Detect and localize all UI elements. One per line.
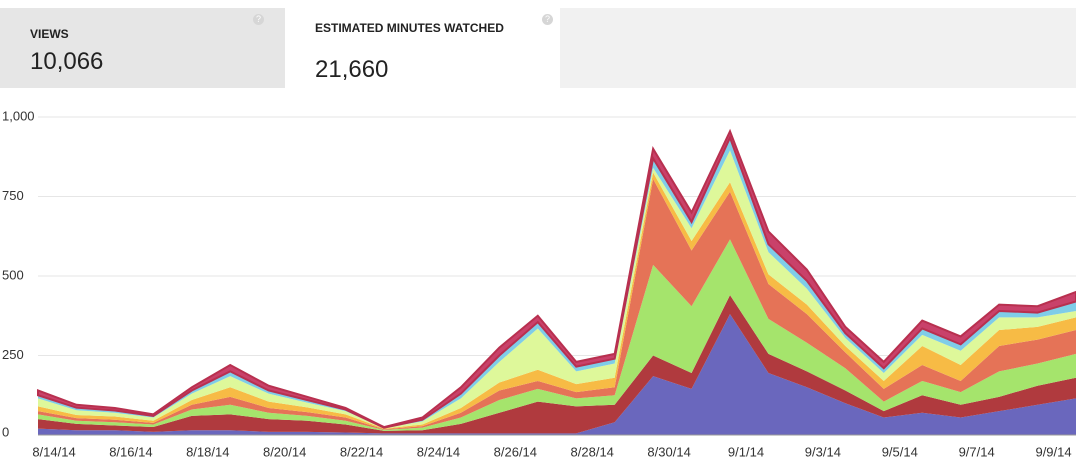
help-icon[interactable]: ?	[253, 14, 264, 25]
area	[38, 314, 1076, 435]
x-tick-label: 8/30/14	[647, 444, 690, 459]
area	[38, 295, 1076, 434]
help-icon[interactable]: ?	[542, 14, 553, 25]
tab-label: VIEWS	[30, 27, 69, 41]
y-tick-label: 500	[2, 267, 24, 282]
x-tick-label: 8/20/14	[263, 444, 306, 459]
x-tick-label: 8/22/14	[340, 444, 383, 459]
x-tick-label: 8/14/14	[32, 444, 75, 459]
y-tick-label: 250	[2, 347, 24, 362]
tab-label: ESTIMATED MINUTES WATCHED	[315, 21, 504, 35]
views-tab[interactable]: VIEWS 10,066 ?	[0, 8, 285, 88]
x-tick-label: 8/28/14	[571, 444, 614, 459]
x-tick-label: 9/7/14	[959, 444, 995, 459]
x-tick-label: 8/26/14	[494, 444, 537, 459]
area	[37, 128, 1076, 429]
tab-value: 10,066	[30, 48, 104, 75]
y-tick-label: 0	[2, 424, 9, 439]
minutes-tab[interactable]: ESTIMATED MINUTES WATCHED 21,660 ?	[285, 8, 560, 88]
metric-tabs: VIEWS 10,066 ? ESTIMATED MINUTES WATCHED…	[0, 8, 1076, 88]
area	[38, 172, 1076, 430]
x-tick-label: 9/9/14	[1035, 444, 1071, 459]
y-tick-label: 750	[2, 188, 24, 203]
y-tick-label: 1,000	[2, 108, 35, 123]
x-tick-label: 8/16/14	[109, 444, 152, 459]
x-tick-label: 8/18/14	[186, 444, 229, 459]
x-tick-label: 9/1/14	[728, 444, 764, 459]
area	[38, 150, 1076, 429]
tab-value: 21,660	[315, 56, 389, 83]
x-tick-label: 9/3/14	[805, 444, 841, 459]
x-tick-label: 9/5/14	[882, 444, 918, 459]
x-tick-label: 8/24/14	[417, 444, 460, 459]
